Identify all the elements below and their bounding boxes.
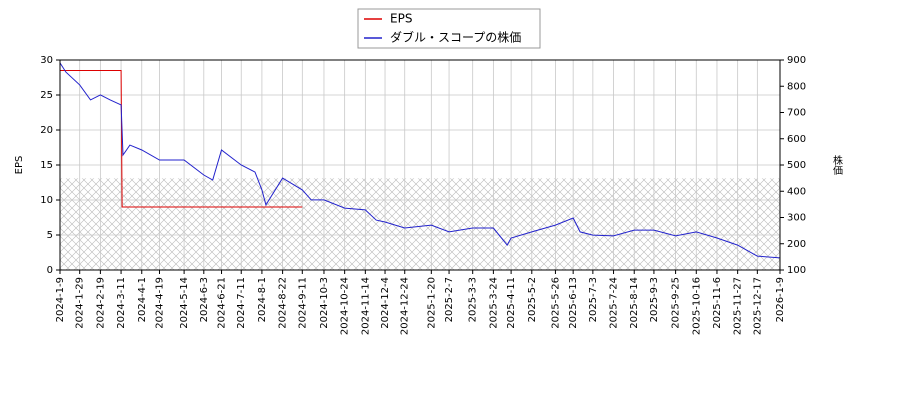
x-tick-label: 2024-2-19 xyxy=(95,277,106,329)
x-tick-label: 2024-6-3 xyxy=(199,277,210,322)
x-tick-label: 2024-10-24 xyxy=(340,277,351,335)
y-tick-label: 30 xyxy=(40,55,53,66)
x-tick-label: 2025-10-16 xyxy=(691,277,702,335)
y2-tick-label: 100 xyxy=(787,265,806,276)
x-tick-label: 2025-6-13 xyxy=(568,277,579,329)
x-tick-label: 2024-9-11 xyxy=(297,277,308,329)
y2-tick-label: 700 xyxy=(787,108,806,119)
x-tick-label: 2024-1-9 xyxy=(55,277,66,322)
x-tick-label: 2025-4-11 xyxy=(506,277,517,329)
y2-tick-label: 300 xyxy=(787,213,806,224)
y2-axis-label: 株価 xyxy=(831,154,843,175)
x-tick-label: 2025-1-20 xyxy=(426,277,437,329)
x-tick-label: 2025-3-3 xyxy=(468,277,479,322)
x-tick-label: 2025-7-3 xyxy=(588,277,599,322)
x-tick-label: 2025-3-24 xyxy=(488,277,499,329)
hatch-band xyxy=(60,178,780,270)
y2-tick-label: 900 xyxy=(787,55,806,66)
x-tick-label: 2025-7-24 xyxy=(609,277,620,329)
y-tick-label: 15 xyxy=(40,160,53,171)
x-tick-label: 2025-5-2 xyxy=(527,277,538,322)
x-tick-label: 2024-8-1 xyxy=(257,277,268,322)
x-tick-label: 2025-2-7 xyxy=(444,277,455,322)
series-line xyxy=(59,62,781,259)
x-tick-label: 2026-1-9 xyxy=(775,277,786,322)
x-tick-label: 2024-1-29 xyxy=(75,277,86,329)
y2-tick-label: 400 xyxy=(787,186,806,197)
x-tick-label: 2025-11-27 xyxy=(733,277,744,335)
legend-label: ダブル・スコープの株価 xyxy=(390,30,521,45)
y2-tick-label: 500 xyxy=(787,160,806,171)
x-tick-label: 2025-9-3 xyxy=(649,277,660,322)
x-tick-label: 2024-6-21 xyxy=(217,277,228,329)
x-tick-label: 2024-11-14 xyxy=(360,277,371,335)
x-tick-label: 2024-12-4 xyxy=(380,277,391,329)
x-tick-label: 2024-4-19 xyxy=(154,277,165,329)
legend-label: EPS xyxy=(390,12,412,26)
y-tick-label: 20 xyxy=(40,125,53,136)
y2-tick-label: 800 xyxy=(787,81,806,92)
x-tick-label: 2025-11-6 xyxy=(712,277,723,329)
y-tick-label: 5 xyxy=(47,230,53,241)
y-tick-label: 10 xyxy=(40,195,53,206)
x-tick-label: 2024-7-11 xyxy=(236,277,247,329)
x-tick-label: 2025-5-26 xyxy=(550,277,561,329)
y2-tick-label: 200 xyxy=(787,239,806,250)
y-axis-label: EPS xyxy=(14,156,25,175)
x-tick-label: 2024-10-3 xyxy=(319,277,330,329)
x-tick-label: 2025-9-25 xyxy=(671,277,682,329)
x-tick-label: 2024-3-11 xyxy=(116,277,127,329)
plot-frame xyxy=(59,59,781,271)
y-tick-label: 25 xyxy=(40,90,53,101)
x-tick-label: 2024-12-24 xyxy=(400,277,411,335)
y-tick-label: 0 xyxy=(47,265,53,276)
legend-box xyxy=(357,8,541,49)
x-tick-label: 2024-5-14 xyxy=(179,277,190,329)
x-tick-label: 2025-8-14 xyxy=(629,277,640,329)
x-tick-label: 2025-12-17 xyxy=(752,277,763,335)
x-tick-label: 2024-8-22 xyxy=(278,277,289,329)
x-tick-label: 2024-4-1 xyxy=(137,277,148,322)
series-line xyxy=(60,70,303,208)
y2-tick-label: 600 xyxy=(787,134,806,145)
